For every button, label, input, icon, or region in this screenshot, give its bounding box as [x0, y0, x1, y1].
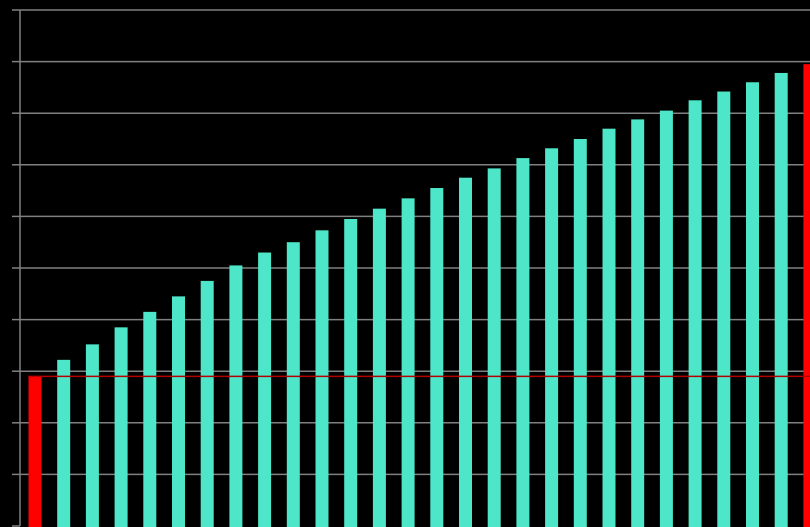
bar	[774, 72, 788, 527]
bar	[459, 177, 472, 527]
bar	[659, 110, 673, 527]
bar	[85, 344, 99, 527]
y-axis	[12, 9, 21, 527]
bars	[28, 64, 810, 527]
highlighted-bar	[803, 64, 810, 527]
bar	[602, 128, 616, 527]
bar	[545, 148, 559, 527]
bar	[631, 119, 645, 527]
bar	[746, 82, 759, 527]
bar	[315, 230, 329, 527]
bar	[717, 91, 731, 527]
bar	[172, 296, 185, 527]
bar	[114, 327, 128, 527]
bar	[516, 158, 530, 527]
bar	[487, 168, 501, 527]
bar	[573, 139, 587, 527]
bar	[430, 188, 444, 527]
bar	[286, 242, 300, 527]
bar	[401, 198, 415, 527]
bar	[344, 218, 358, 527]
bar	[258, 252, 272, 527]
bar	[372, 208, 386, 527]
bar	[57, 359, 71, 527]
bar	[200, 280, 214, 527]
bar	[688, 100, 702, 527]
highlighted-bar	[28, 376, 42, 527]
bar	[143, 311, 157, 527]
bar	[229, 265, 243, 527]
